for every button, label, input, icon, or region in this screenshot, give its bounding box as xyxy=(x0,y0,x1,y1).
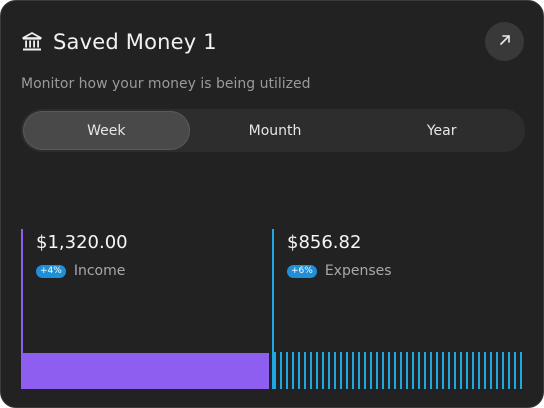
income-change-badge: +4% xyxy=(36,264,66,278)
expenses-stripe xyxy=(460,352,462,389)
arrow-up-right-icon xyxy=(498,32,512,51)
income-amount: $1,320.00 xyxy=(36,232,128,253)
expenses-stripe xyxy=(388,352,390,389)
expenses-stripe xyxy=(364,352,366,389)
expenses-stripe xyxy=(466,352,468,389)
expenses-meta: +6% Expenses xyxy=(287,263,392,279)
income-bar xyxy=(21,353,269,389)
tab-week[interactable]: Week xyxy=(23,111,190,150)
card-subtitle: Monitor how your money is being utilized xyxy=(21,76,311,92)
expenses-stripe xyxy=(382,352,384,389)
expenses-stripe xyxy=(454,352,456,389)
expenses-stripe xyxy=(508,352,510,389)
card-header: Saved Money 1 xyxy=(21,27,217,57)
expenses-stripe xyxy=(346,352,348,389)
expenses-change-badge: +6% xyxy=(287,264,317,278)
expenses-stripe xyxy=(370,352,372,389)
expenses-stripe xyxy=(442,352,444,389)
expenses-stripe xyxy=(520,352,522,389)
income-meta: +4% Income xyxy=(36,263,125,279)
expenses-indicator-line xyxy=(272,229,274,389)
tab-month[interactable]: Mounth xyxy=(248,122,302,139)
expenses-stripe xyxy=(484,352,486,389)
expenses-stripe xyxy=(418,352,420,389)
expenses-stripe xyxy=(286,352,288,389)
tab-year[interactable]: Year xyxy=(426,122,457,139)
expenses-stripe xyxy=(448,352,450,389)
expenses-stripe xyxy=(328,352,330,389)
expenses-stripe xyxy=(394,352,396,389)
expenses-stripe xyxy=(298,352,300,389)
card-title: Saved Money 1 xyxy=(53,30,217,54)
expenses-stripe xyxy=(514,352,516,389)
expenses-amount: $856.82 xyxy=(287,232,362,253)
expenses-stripe xyxy=(502,352,504,389)
expenses-stripe xyxy=(478,352,480,389)
expenses-stripe xyxy=(472,352,474,389)
expenses-stripe xyxy=(292,352,294,389)
expenses-stripe xyxy=(424,352,426,389)
income-label: Income xyxy=(73,263,126,279)
expenses-stripe xyxy=(274,352,276,389)
income-indicator-line xyxy=(21,229,23,389)
expenses-stripe xyxy=(280,352,282,389)
expenses-striped-bar xyxy=(274,352,522,389)
expenses-stripe xyxy=(334,352,336,389)
expenses-stripe xyxy=(322,352,324,389)
bank-icon xyxy=(21,31,43,53)
expenses-stripe xyxy=(430,352,432,389)
expenses-stripe xyxy=(340,352,342,389)
expenses-stripe xyxy=(376,352,378,389)
period-tabs: Week Mounth Year xyxy=(21,109,525,152)
expenses-stripe xyxy=(400,352,402,389)
expenses-stripe xyxy=(412,352,414,389)
expenses-stripe xyxy=(304,352,306,389)
expenses-stripe xyxy=(490,352,492,389)
expenses-stripe xyxy=(316,352,318,389)
expenses-stripe xyxy=(310,352,312,389)
expenses-stripe xyxy=(358,352,360,389)
expenses-stripe xyxy=(436,352,438,389)
expenses-stripe xyxy=(496,352,498,389)
expenses-stripe xyxy=(406,352,408,389)
expenses-stripe xyxy=(352,352,354,389)
expenses-label: Expenses xyxy=(324,263,392,279)
open-details-button[interactable] xyxy=(485,22,524,61)
